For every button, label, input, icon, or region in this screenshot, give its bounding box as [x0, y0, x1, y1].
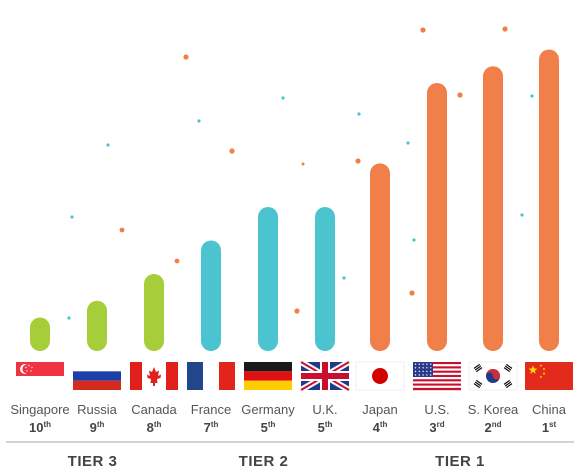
- bar-japan: [370, 163, 390, 351]
- tier-label-tier-2: TIER 2: [239, 453, 289, 470]
- decorative-dot: [119, 227, 125, 233]
- decorative-dot: [357, 112, 361, 116]
- rank-label-russia: 9th: [90, 420, 105, 435]
- rank-label-s-korea: 2nd: [484, 420, 501, 435]
- russia-flag-icon: [73, 362, 121, 390]
- labels-group: Singapore 10th Russia 9th Canada 8th France 7th…: [10, 402, 566, 435]
- south-korea-flag-icon: [468, 361, 518, 391]
- tiers-group: TIER 3 TIER 2 TIER 1: [6, 441, 574, 470]
- decorative-dot: [197, 119, 201, 123]
- country-label-japan: Japan: [362, 402, 397, 417]
- rank-label-japan: 4th: [373, 420, 388, 435]
- decorative-dot: [70, 215, 74, 219]
- decorative-dot: [294, 308, 300, 314]
- decorative-dot: [530, 94, 534, 98]
- country-label-u-k: U.K.: [312, 402, 337, 417]
- decorative-dot: [229, 148, 235, 154]
- rank-label-singapore: 10th: [29, 420, 51, 435]
- decorative-dot: [412, 238, 416, 242]
- decorative-dot: [67, 316, 71, 320]
- decorative-dot: [502, 26, 508, 32]
- decorative-dot: [281, 96, 285, 100]
- flags-group: [16, 359, 573, 393]
- rank-label-france: 7th: [204, 420, 219, 435]
- country-label-russia: Russia: [77, 402, 118, 417]
- decorative-dots: [67, 26, 534, 320]
- bar-canada: [144, 273, 164, 351]
- decorative-dot: [301, 162, 305, 166]
- bar-russia: [87, 300, 107, 351]
- country-label-france: France: [191, 402, 231, 417]
- rank-label-u-s: 3rd: [429, 420, 444, 435]
- singapore-flag-icon: [16, 362, 64, 390]
- decorative-dot: [457, 92, 463, 98]
- france-flag-icon: [187, 362, 235, 390]
- decorative-dot: [174, 258, 180, 264]
- country-label-china: China: [532, 402, 567, 417]
- china-flag-icon: [525, 362, 573, 390]
- bar-germany: [258, 206, 278, 351]
- uk-flag-icon: [299, 359, 351, 393]
- us-flag-icon: [413, 362, 461, 391]
- rank-label-germany: 5th: [261, 420, 276, 435]
- bar-u-k: [315, 206, 335, 351]
- decorative-dot: [106, 143, 110, 147]
- decorative-dot: [355, 158, 361, 164]
- tier-label-tier-3: TIER 3: [68, 453, 118, 470]
- decorative-dot: [183, 54, 189, 60]
- bar-singapore: [30, 317, 50, 351]
- bars-group: [30, 49, 559, 351]
- country-label-singapore: Singapore: [10, 402, 69, 417]
- decorative-dot: [406, 141, 410, 145]
- rank-label-u-k: 5th: [318, 420, 333, 435]
- bar-u-s: [427, 83, 447, 351]
- decorative-dot: [342, 276, 346, 280]
- bar-france: [201, 240, 221, 351]
- decorative-dot: [520, 213, 524, 217]
- country-label-canada: Canada: [131, 402, 177, 417]
- decorative-dot: [409, 290, 415, 296]
- decorative-dot: [420, 27, 426, 33]
- bar-s-korea: [483, 66, 503, 351]
- tier-label-tier-1: TIER 1: [435, 453, 485, 470]
- country-label-u-s: U.S.: [424, 402, 449, 417]
- country-label-s-korea: S. Korea: [468, 402, 519, 417]
- bar-china: [539, 49, 559, 351]
- germany-flag-icon: [244, 362, 292, 390]
- japan-flag-icon: [355, 361, 405, 391]
- canada-flag-icon: [130, 362, 178, 390]
- rank-label-china: 1st: [542, 420, 557, 435]
- country-label-germany: Germany: [241, 402, 295, 417]
- rank-label-canada: 8th: [147, 420, 162, 435]
